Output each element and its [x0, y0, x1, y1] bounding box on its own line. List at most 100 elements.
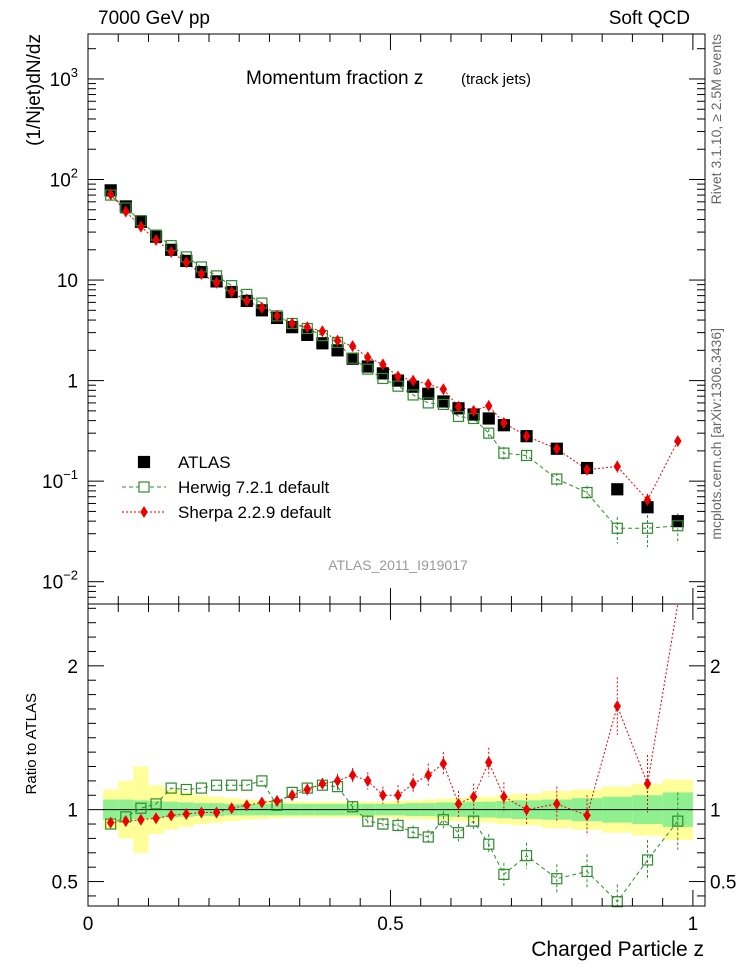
sherpa-point — [500, 416, 508, 429]
sherpa-ratio-point — [485, 756, 493, 769]
herwig-ratio-point — [498, 868, 510, 880]
legend-entry-label: Herwig 7.2.1 default — [178, 478, 329, 497]
herwig-ratio-point — [641, 854, 654, 866]
herwig-ratio-point — [452, 827, 465, 839]
herwig-ratio-point — [437, 814, 449, 826]
sherpa-point — [212, 276, 221, 289]
main-y-tick-label: 10−1 — [42, 467, 78, 493]
main-y-tick-label: 10−2 — [42, 568, 78, 594]
sherpa-ratio-point — [318, 777, 327, 790]
sherpa-ratio-point — [643, 777, 652, 790]
sherpa-ratio-point — [553, 797, 561, 810]
sherpa-ratio-point — [243, 799, 251, 812]
herwig-ratio-point — [520, 850, 533, 862]
sherpa-ratio-point — [152, 812, 160, 825]
herwig-ratio-point — [165, 782, 177, 794]
herwig-point — [641, 522, 654, 534]
sherpa-ratio-point — [122, 815, 130, 828]
sherpa-ratio-point — [333, 774, 342, 787]
sherpa-point — [182, 256, 191, 269]
sherpa-ratio-point — [288, 789, 296, 802]
sherpa-point — [227, 286, 236, 299]
atlas-point — [437, 395, 450, 408]
ratio-plot-marks — [105, 603, 684, 908]
sherpa-point — [409, 374, 417, 387]
header-left: 7000 GeV pp — [98, 8, 210, 29]
sherpa-ratio-point — [613, 700, 622, 713]
main-y-tick-label: 1 — [67, 372, 78, 393]
sherpa-point — [379, 358, 387, 371]
herwig-point — [347, 352, 359, 364]
herwig-ratio-point — [422, 831, 434, 843]
herwig-point — [422, 397, 434, 409]
herwig-ratio-point — [180, 783, 192, 796]
herwig-ratio-point — [256, 775, 268, 787]
main-y-tick-label: 102 — [50, 166, 78, 192]
sherpa-ratio-point — [258, 796, 266, 809]
source-label: mcplots.cern.ch [arXiv:1306.3436] — [708, 328, 724, 540]
herwig-ratio-point — [672, 815, 684, 827]
herwig-ratio-point — [210, 779, 223, 791]
rivet-label: Rivet 3.1.10, ≥ 2.5M events — [708, 34, 724, 204]
ratio-ylabel: Ratio to ATLAS — [23, 693, 40, 794]
herwig-point — [498, 447, 510, 459]
sherpa-point — [318, 325, 327, 338]
sherpa-ratio-point — [182, 807, 191, 820]
sherpa-ratio-point — [303, 783, 311, 796]
herwig-ratio-point — [347, 801, 359, 813]
legend-herwig-marker — [138, 481, 150, 493]
herwig-point — [611, 522, 623, 534]
main-plot-marks — [104, 184, 684, 548]
herwig-point — [551, 473, 563, 485]
herwig-ratio-point — [226, 779, 238, 791]
ratio-y-tick-label-right: 0.5 — [710, 873, 736, 894]
legend: ATLAS Herwig 7.2.1 default Sherpa 2.2.9 de… — [122, 453, 331, 522]
sherpa-point — [303, 321, 311, 334]
sherpa-point — [258, 301, 266, 314]
legend-sherpa-marker — [140, 506, 148, 518]
sherpa-point — [439, 383, 448, 396]
sherpa-ratio-point — [137, 813, 145, 826]
sherpa-point — [288, 317, 296, 330]
sherpa-ratio-point — [583, 809, 591, 822]
herwig-ratio-point — [581, 865, 593, 878]
sherpa-point — [522, 430, 531, 443]
herwig-point — [483, 427, 495, 439]
x-axis-label: Charged Particle z — [531, 938, 704, 961]
herwig-ratio-point — [150, 798, 162, 810]
herwig-ratio-point — [611, 896, 623, 908]
main-y-tick-label: 10 — [57, 271, 78, 292]
ratio-y-tick-label: 0.5 — [52, 873, 78, 894]
herwig-ratio-point — [407, 827, 419, 839]
sherpa-point — [454, 400, 463, 413]
sherpa-point — [553, 442, 561, 455]
ratio-uncertainty-bands — [103, 766, 693, 853]
sherpa-point — [348, 340, 357, 353]
ratio-y-tick-label-right: 1 — [710, 801, 721, 822]
header-right: Soft QCD — [609, 8, 690, 29]
sherpa-point — [674, 435, 682, 448]
sherpa-point — [273, 309, 281, 322]
sherpa-point — [364, 351, 372, 364]
sherpa-ratio-point — [469, 790, 478, 803]
sherpa-point — [469, 404, 478, 417]
sherpa-ratio-point — [454, 797, 463, 810]
herwig-ratio-point — [362, 815, 374, 827]
sherpa-point — [333, 334, 342, 347]
x-tick-label: 1 — [688, 914, 699, 935]
herwig-point — [407, 389, 419, 401]
sherpa-ratio-point — [212, 806, 221, 819]
legend-entry-label: ATLAS — [178, 453, 231, 472]
main-ylabel: (1/Njet)dN/dz — [24, 34, 45, 146]
herwig-ratio-point — [241, 779, 253, 791]
sherpa-point — [613, 460, 622, 473]
sherpa-point — [643, 493, 652, 506]
atlas-point — [482, 412, 495, 425]
herwig-ratio-point — [551, 873, 563, 885]
ratio-y-tick-label: 1 — [67, 801, 78, 822]
sherpa-ratio-point — [106, 816, 115, 829]
main-axis-ticks: 10−2 10−1 1 10 102 103 — [42, 34, 705, 605]
sherpa-ratio-point — [227, 802, 236, 815]
herwig-point — [520, 449, 533, 462]
sherpa-point — [137, 220, 145, 233]
